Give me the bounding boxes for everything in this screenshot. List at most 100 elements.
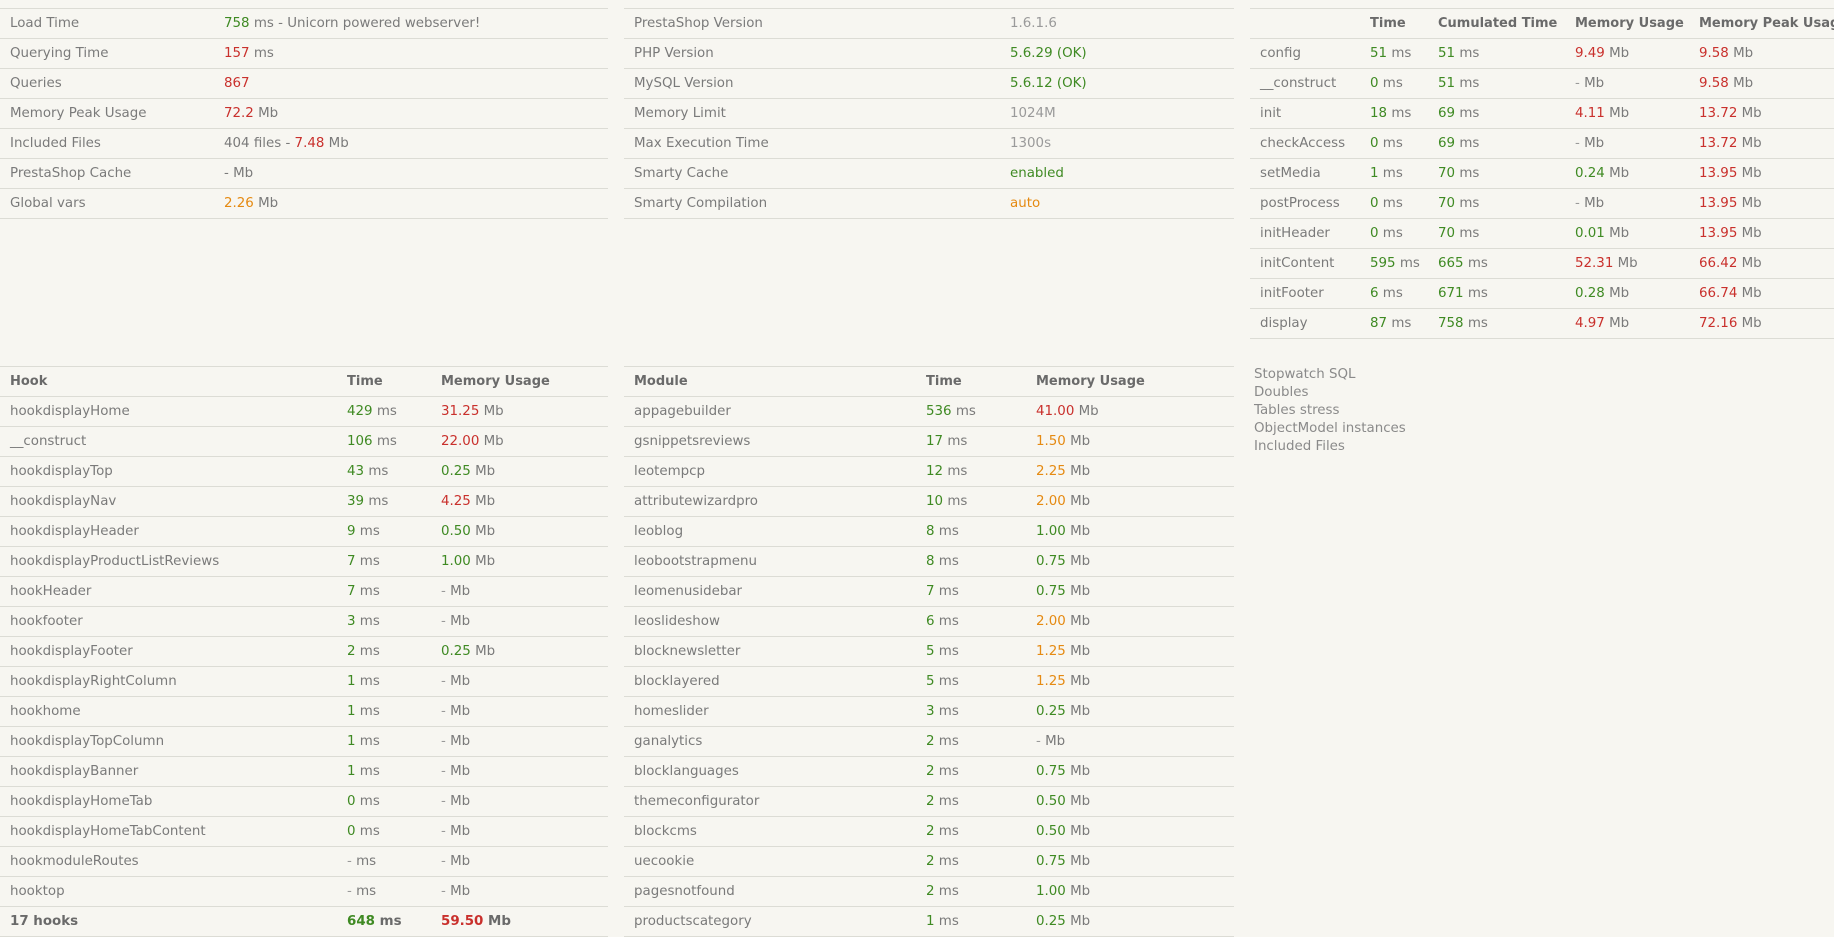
environment-table: PrestaShop Version 1.6.1.6 PHP Version 5.6.… (624, 8, 1234, 219)
hooks-total-time-unit: ms (379, 914, 402, 929)
hook-time-unit: ms (359, 584, 380, 599)
side-link-stopwatch-sql[interactable]: Stopwatch SQL (1254, 367, 1356, 382)
module-time-unit: ms (938, 614, 959, 629)
step-memory-peak-unit: Mb (1741, 106, 1762, 121)
hook-row: hookhome 1 ms - Mb (0, 696, 608, 727)
hook-name: hookmoduleRoutes (0, 846, 337, 877)
summary-row: Included Files 404 files - 7.48 Mb (0, 128, 608, 159)
module-memory: 1.00 Mb (1026, 516, 1234, 547)
step-cumulated-time: 671 ms (1428, 278, 1565, 309)
module-memory-unit: Mb (1070, 524, 1091, 539)
environment-row: PrestaShop Version 1.6.1.6 (624, 8, 1234, 39)
step-time-unit: ms (1382, 286, 1403, 301)
step-time: 0 ms (1360, 218, 1428, 249)
hook-memory: - Mb (431, 756, 608, 787)
module-memory-unit: Mb (1070, 494, 1091, 509)
module-name: blocklanguages (624, 756, 916, 787)
side-link-tables-stress[interactable]: Tables stress (1254, 403, 1340, 418)
hook-row: hookdisplayProductListReviews 7 ms 1.00 Mb (0, 546, 608, 577)
hook-time: 39 ms (337, 486, 431, 517)
module-time: 536 ms (916, 396, 1026, 427)
hook-memory-value: 0.25 (441, 644, 471, 659)
step-row: config 51 ms 51 ms 9.49 Mb 9.58 Mb (1250, 38, 1834, 69)
hook-memory-value: - (441, 884, 446, 899)
module-memory-value: 41.00 (1036, 404, 1075, 419)
column-header: Memory Usage (1026, 366, 1234, 397)
step-name: initHeader (1250, 218, 1360, 249)
module-row: themeconfigurator 2 ms 0.50 Mb (624, 786, 1234, 817)
header-row: Hook Time Memory Usage (0, 366, 608, 397)
hook-time-value: 106 (347, 434, 373, 449)
column-header: Cumulated Time (1428, 8, 1565, 39)
module-memory-unit: Mb (1070, 434, 1091, 449)
step-memory-peak-value: 66.74 (1699, 286, 1738, 301)
step-cumulated-time: 70 ms (1428, 188, 1565, 219)
hook-memory-value: - (441, 704, 446, 719)
step-cumulated-time-value: 70 (1438, 196, 1456, 211)
module-time: 2 ms (916, 816, 1026, 847)
step-memory-peak-unit: Mb (1741, 136, 1762, 151)
hook-name: hookdisplayRightColumn (0, 666, 337, 697)
step-cumulated-time-value: 665 (1438, 256, 1464, 271)
step-time-value: 18 (1370, 106, 1388, 121)
module-time-unit: ms (938, 674, 959, 689)
hooks-total-memory-unit: Mb (488, 914, 511, 929)
module-memory: 2.00 Mb (1026, 486, 1234, 517)
module-memory-unit: Mb (1070, 704, 1091, 719)
column-header: Memory Usage (1565, 8, 1689, 39)
hook-row: hookdisplayRightColumn 1 ms - Mb (0, 666, 608, 697)
module-time-unit: ms (947, 464, 968, 479)
hook-name: hookdisplayTop (0, 456, 337, 487)
step-time-unit: ms (1399, 256, 1420, 271)
hook-time: - ms (337, 876, 431, 907)
module-time-unit: ms (938, 644, 959, 659)
column-header (1250, 8, 1360, 39)
module-memory-unit: Mb (1070, 674, 1091, 689)
hooks-table: Hook Time Memory Usage hookdisplayHome 429 … (0, 366, 608, 937)
module-memory-value: 0.50 (1036, 794, 1066, 809)
hook-time-unit: ms (359, 554, 380, 569)
step-memory-unit: Mb (1617, 256, 1638, 271)
hook-memory-value: - (441, 854, 446, 869)
hook-time-value: 39 (347, 494, 365, 509)
module-time: 2 ms (916, 786, 1026, 817)
module-time-value: 2 (926, 884, 935, 899)
memory-peak-label: Memory Peak Usage (0, 98, 214, 129)
column-header: Memory Peak Usage (1689, 8, 1834, 39)
step-name: initFooter (1250, 278, 1360, 309)
hook-memory: - Mb (431, 726, 608, 757)
hook-time-unit: ms (359, 794, 380, 809)
environment-label: Smarty Cache (624, 158, 1000, 189)
step-memory-unit: Mb (1584, 136, 1605, 151)
hooks-total-time: 648 ms (337, 906, 431, 937)
module-name: blocklayered (624, 666, 916, 697)
hook-memory: - Mb (431, 666, 608, 697)
querying-time-value: 157 (224, 46, 250, 61)
environment-value: 1024M (1000, 98, 1234, 129)
module-memory: 2.00 Mb (1026, 606, 1234, 637)
hook-time: 106 ms (337, 426, 431, 457)
hook-memory-value: 1.00 (441, 554, 471, 569)
module-row: blocknewsletter 5 ms 1.25 Mb (624, 636, 1234, 667)
step-time: 18 ms (1360, 98, 1428, 129)
step-name: postProcess (1250, 188, 1360, 219)
module-memory: 0.25 Mb (1026, 906, 1234, 937)
side-link-included-files[interactable]: Included Files (1254, 439, 1345, 454)
hook-time-value: 2 (347, 644, 356, 659)
step-memory-peak-value: 13.95 (1699, 166, 1738, 181)
side-link-objectmodel-instances[interactable]: ObjectModel instances (1254, 421, 1406, 436)
step-time: 0 ms (1360, 188, 1428, 219)
step-memory-value: - (1575, 196, 1580, 211)
module-memory: 0.50 Mb (1026, 816, 1234, 847)
hook-memory: - Mb (431, 606, 608, 637)
module-memory-value: 0.25 (1036, 704, 1066, 719)
hook-row: __construct 106 ms 22.00 Mb (0, 426, 608, 457)
module-time-value: 2 (926, 854, 935, 869)
module-memory-value: 1.25 (1036, 674, 1066, 689)
side-links: Stopwatch SQL Doubles Tables stress ObjectM… (1254, 366, 1406, 456)
module-time: 10 ms (916, 486, 1026, 517)
module-time: 2 ms (916, 876, 1026, 907)
module-time-value: 536 (926, 404, 952, 419)
hook-name: hookdisplayProductListReviews (0, 546, 337, 577)
side-link-doubles[interactable]: Doubles (1254, 385, 1309, 400)
